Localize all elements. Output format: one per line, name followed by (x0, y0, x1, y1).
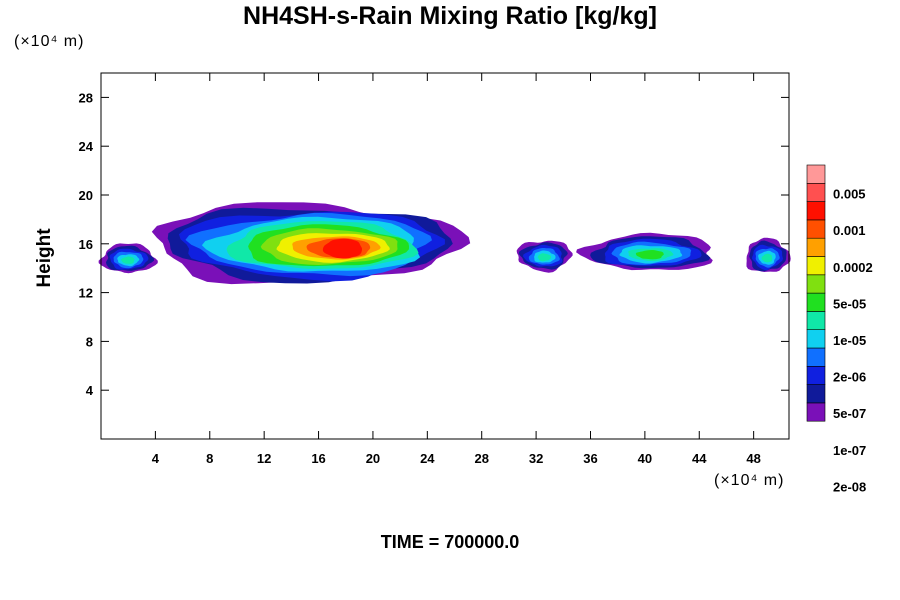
contour-region (576, 232, 713, 271)
legend-swatch (806, 237, 826, 257)
x-tick-label: 40 (638, 451, 652, 466)
x-tick-label: 16 (311, 451, 325, 466)
legend-label: 0.005 (833, 187, 866, 202)
legend-swatch (806, 311, 826, 330)
legend-label: 2e-08 (833, 479, 866, 494)
legend-label: 0.001 (833, 223, 866, 238)
y-tick-label: 8 (86, 334, 93, 349)
x-tick-label: 44 (692, 451, 707, 466)
y-tick-label: 20 (79, 188, 93, 203)
y-axis-label: Height (34, 228, 55, 288)
y-tick-label: 12 (79, 286, 93, 301)
contour-level (635, 250, 664, 260)
chart-title: NH4SH-s-Rain Mixing Ratio [kg/kg] (243, 2, 657, 30)
legend-swatch (806, 329, 826, 349)
legend-swatch (806, 292, 826, 312)
x-tick-label: 28 (474, 451, 488, 466)
legend-swatch (806, 384, 826, 404)
x-tick-label: 24 (420, 451, 435, 466)
x-tick-label: 48 (746, 451, 760, 466)
legend-label: 1e-05 (833, 333, 866, 348)
legend-label: 0.0002 (833, 260, 873, 275)
legend-swatch (806, 256, 826, 276)
contour-level (121, 256, 135, 264)
contour-level (322, 238, 362, 259)
x-tick-label: 12 (257, 451, 271, 466)
legend-label: 2e-06 (833, 370, 866, 385)
legend-swatch (806, 347, 826, 367)
y-tick-label: 28 (79, 90, 93, 105)
legend-swatch (806, 219, 826, 239)
y-axis-unit: (×10⁴ m) (14, 33, 85, 50)
contour-region (98, 243, 158, 274)
legend-swatch (806, 402, 826, 422)
contour-regions (98, 202, 791, 285)
y-tick-label: 24 (79, 139, 94, 154)
contour-region (151, 202, 471, 285)
contour-region (516, 240, 573, 273)
y-tick-label: 4 (86, 383, 94, 398)
legend-swatch (806, 164, 826, 184)
y-axis: 4 8 12 16 20 24 28 (79, 90, 789, 398)
x-tick-label: 4 (152, 451, 160, 466)
legend-swatch (806, 274, 826, 294)
y-tick-label: 16 (79, 237, 93, 252)
legend-label: 1e-07 (833, 443, 866, 458)
x-tick-label: 32 (529, 451, 543, 466)
color-legend: 0.005 0.001 0.0002 5e-05 1e-05 2e-06 5e-07 1e-0… (806, 164, 873, 494)
contour-level (537, 253, 551, 262)
x-tick-label: 8 (206, 451, 213, 466)
contour-region (746, 237, 791, 272)
legend-swatch (806, 365, 826, 385)
x-axis: 4 8 12 16 20 24 28 32 36 40 44 48 (152, 73, 761, 466)
time-label: TIME = 700000.0 (380, 532, 520, 552)
x-axis-unit: (×10⁴ m) (714, 472, 785, 489)
legend-swatch (806, 183, 826, 202)
legend-swatch (806, 201, 826, 221)
plot-frame (100, 72, 790, 440)
legend-label: 5e-05 (833, 296, 866, 311)
x-tick-label: 20 (366, 451, 380, 466)
legend-label: 5e-07 (833, 406, 866, 421)
contour-level (761, 253, 773, 263)
x-tick-label: 36 (583, 451, 597, 466)
